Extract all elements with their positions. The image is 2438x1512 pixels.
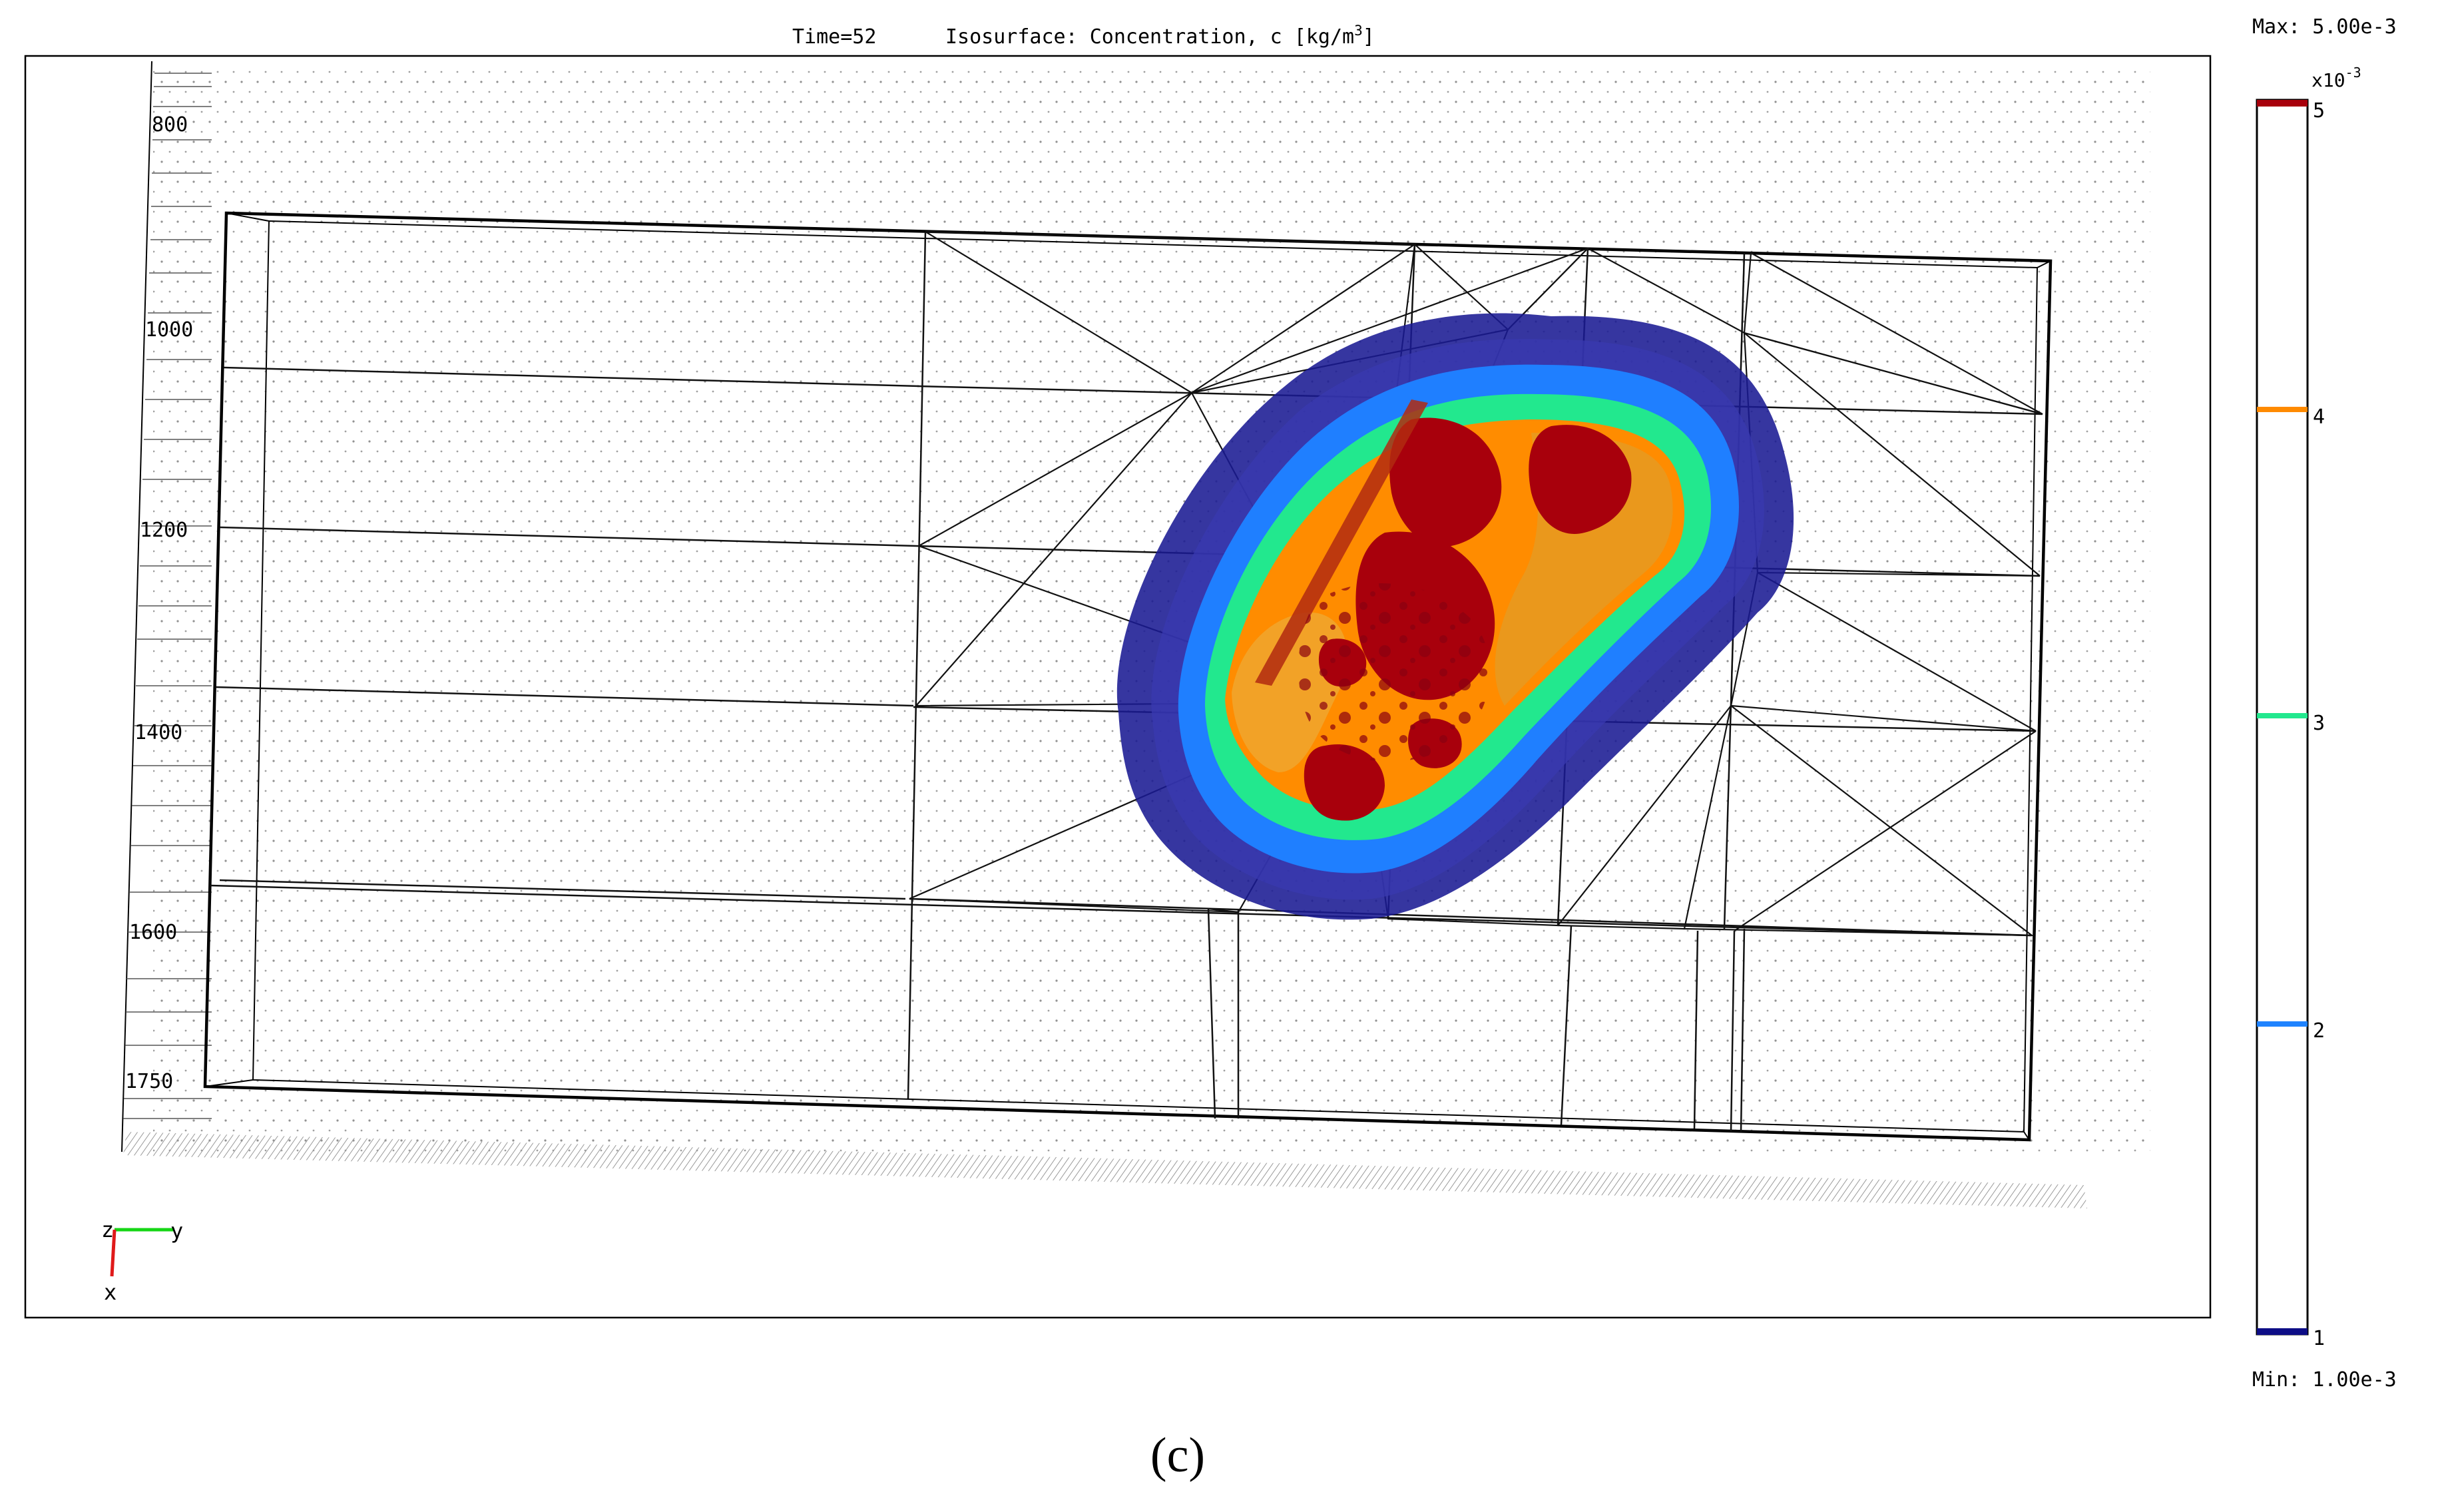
colorbar-multiplier-exp: -3 [2345,65,2361,81]
depth-tick-label: 1600 [129,921,177,944]
colorbar-tick-label: 3 [2313,712,2325,735]
isosurface [1116,313,1794,920]
triad-z-label: z [101,1217,114,1242]
triad-x-label: x [104,1280,117,1305]
colorbar-min-label: Min: 1.00e-3 [2252,1368,2397,1391]
colorbar-tick-label: 2 [2313,1019,2325,1043]
colorbar: Max: 5.00e-3 x10-3 5 4 3 2 1 Min: 1.00e-… [2252,15,2397,1391]
isosurface-level-5-streak [1255,399,1428,686]
plot-title-sup: 3 [1354,23,1363,39]
ground-surface-band [123,1132,2087,1208]
axis-triad: z y x [101,1217,183,1305]
depth-tick-label: 1200 [140,519,188,542]
depth-axis-line [121,61,152,1152]
colorbar-tick-label: 1 [2313,1327,2325,1350]
colorbar-multiplier: x10-3 [2312,65,2361,91]
triad-x-axis [110,1229,117,1277]
depth-tick-label: 800 [152,113,188,136]
plot-title-main: Isosurface: Concentration, c [kg/m [945,25,1354,49]
colorbar-tick-label: 4 [2313,405,2325,429]
depth-tick-labels: 800 1000 1200 1400 1600 1750 [125,113,193,1093]
isosurface-level-5 [1304,744,1385,821]
depth-axis-minor-ticks [123,73,212,1119]
domain-box [203,211,2053,1142]
time-label: Time=52 [792,25,876,49]
depth-tick-label: 1400 [134,721,182,744]
triad-y-label: y [170,1218,183,1244]
isosurface-level-5 [1389,417,1502,547]
isosurface-level-5-specks [1298,583,1491,762]
figure-caption: (c) [1150,1428,1205,1483]
plot-title: Isosurface: Concentration, c [kg/m3] [945,23,1375,49]
colorbar-max-label: Max: 5.00e-3 [2252,15,2397,39]
colorbar-multiplier-base: x10 [2312,69,2345,91]
plot-title-end: ] [1363,25,1375,49]
depth-tick-label: 1750 [125,1070,173,1093]
colorbar-tick-label: 5 [2313,99,2325,123]
isosurface-level-5 [1529,425,1632,534]
depth-tick-label: 1000 [145,318,193,342]
